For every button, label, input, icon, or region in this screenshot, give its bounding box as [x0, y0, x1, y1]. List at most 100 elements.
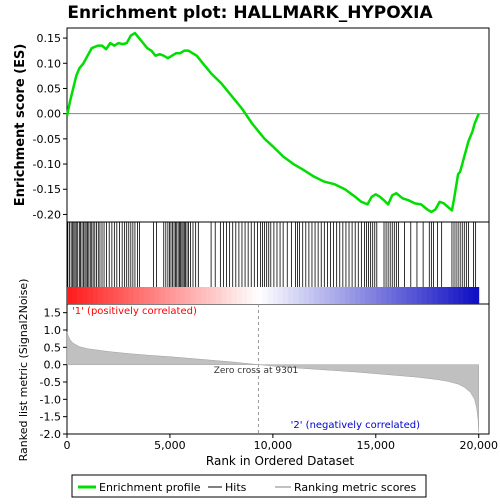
ranking-bar-segment: [226, 287, 233, 304]
legend-box: [71, 474, 427, 498]
ranking-bar-segment: [77, 287, 83, 304]
ranking-bar-segment: [72, 287, 78, 304]
ranking-bar-segment: [241, 287, 248, 304]
ranking-bar-segment: [401, 287, 408, 304]
es-panel-frame: [66, 27, 490, 223]
ranking-bar-segment: [427, 287, 433, 304]
ranking-bar-segment: [406, 287, 413, 304]
ranking-bar-segment: [411, 287, 418, 304]
ranking-bar-segment: [293, 287, 300, 304]
ranking-bar-segment: [329, 287, 336, 304]
ranking-bar-segment: [164, 287, 171, 304]
ranking-bar-segment: [175, 287, 181, 304]
x-tick-label: 10,000: [254, 439, 293, 452]
ranking-bar-segment: [185, 287, 192, 304]
metric-y-ticks: -2.0 -1.5 -1.0 -0.5 0.0 0.5 1.0 1.5: [40, 307, 67, 441]
zero-cross-label: Zero cross at 9301: [214, 366, 299, 376]
x-tick-label: 5,000: [154, 439, 186, 452]
ranking-bar-segment: [159, 287, 166, 304]
chart-title: Enrichment plot: HALLMARK_HYPOXIA: [67, 3, 433, 23]
metric-ytick-label: 1.0: [44, 324, 62, 337]
ranking-bar-segment: [97, 287, 104, 304]
ranking-bar-segment: [108, 287, 114, 304]
ranking-bar-segment: [432, 287, 439, 304]
ranking-bar-segment: [67, 287, 73, 304]
ranking-bar-segment: [360, 287, 366, 304]
ranking-bar-segment: [458, 287, 464, 304]
ranking-bar-segment: [468, 287, 475, 304]
legend-hits-label: Hits: [225, 481, 247, 494]
ranking-bar-segment: [319, 287, 325, 304]
es-ytick-label: 0.10: [37, 57, 62, 70]
ranking-bar-segment: [442, 287, 449, 304]
ranking-bar-segment: [298, 287, 305, 304]
x-ticks: 0 5,000 10,000 15,000 20,000: [64, 434, 498, 452]
ranking-bar-segment: [416, 287, 423, 304]
ranking-bar-segment: [169, 287, 176, 304]
ranking-bar-segment: [257, 287, 264, 304]
ranking-bar-segment: [437, 287, 444, 304]
ranking-bar-segment: [452, 287, 459, 304]
ranking-bar-segment: [422, 287, 428, 304]
es-ytick-label: 0.15: [37, 32, 62, 45]
ranking-bar-segment: [386, 287, 392, 304]
es-ytick-label: -0.20: [33, 208, 61, 221]
ranking-bar-segment: [396, 287, 403, 304]
ranking-color-bar: [67, 287, 480, 304]
ranking-bar-segment: [190, 287, 197, 304]
ranking-bar-segment: [205, 287, 212, 304]
es-ytick-label: 0.05: [37, 82, 62, 95]
metric-ytick-label: 0.0: [44, 359, 62, 372]
ranking-bar-segment: [447, 287, 454, 304]
x-axis-label: Rank in Ordered Dataset: [206, 454, 354, 468]
ranking-bar-segment: [283, 287, 289, 304]
metric-ytick-label: -1.0: [40, 393, 61, 406]
ranking-bar-segment: [92, 287, 99, 304]
ranking-bar-segment: [231, 287, 238, 304]
ranking-bar-segment: [334, 287, 341, 304]
ranking-bar-segment: [103, 287, 109, 304]
ranking-bar-segment: [324, 287, 330, 304]
ranking-bar-segment: [267, 287, 274, 304]
ranking-bar-segment: [211, 287, 217, 304]
ranking-bar-segment: [149, 287, 155, 304]
ranking-bar-segment: [118, 287, 125, 304]
ranking-bar-segment: [180, 287, 186, 304]
ranking-bar-segment: [216, 287, 222, 304]
es-ytick-label: -0.15: [33, 183, 61, 196]
ranking-bar-segment: [139, 287, 145, 304]
ranking-bar-segment: [375, 287, 382, 304]
negative-correlation-label: '2' (negatively correlated): [291, 420, 420, 431]
es-ytick-label: 0.00: [37, 108, 62, 121]
ranking-bar-segment: [113, 287, 119, 304]
metric-area-group: [66, 331, 479, 433]
x-tick-label: 20,000: [459, 439, 498, 452]
ranking-bar-segment: [308, 287, 315, 304]
ranking-bar-segment: [200, 287, 207, 304]
ranking-bar-segment: [344, 287, 351, 304]
es-ytick-label: -0.05: [33, 133, 61, 146]
metric-ylabel: Ranked list metric (Signal2Noise): [17, 279, 30, 462]
ranking-bar-segment: [463, 287, 469, 304]
ranking-bar-segment: [144, 287, 150, 304]
metric-ytick-label: 0.5: [44, 341, 62, 354]
positive-correlation-label: '1' (positively correlated): [72, 306, 197, 317]
metric-ytick-label: -0.5: [40, 376, 61, 389]
ranking-bar-segment: [350, 287, 356, 304]
metric-ytick-label: -2.0: [40, 428, 61, 441]
metric-ytick-label: -1.5: [40, 411, 61, 424]
ranking-bar-segment: [473, 287, 480, 304]
ranking-bar-segment: [370, 287, 377, 304]
ranking-bar-segment: [195, 287, 202, 304]
ranking-bar-segment: [380, 287, 387, 304]
es-profile-line: [65, 31, 480, 214]
ranking-bar-segment: [391, 287, 397, 304]
ranking-bar-segment: [221, 287, 228, 304]
ranking-bar-segment: [339, 287, 346, 304]
ranking-bar-segment: [252, 287, 258, 304]
ranking-bar-segment: [247, 287, 253, 304]
legend-metric-label: Ranking metric scores: [294, 481, 416, 494]
legend-profile-label: Enrichment profile: [99, 481, 201, 494]
ranking-bar-segment: [272, 287, 279, 304]
